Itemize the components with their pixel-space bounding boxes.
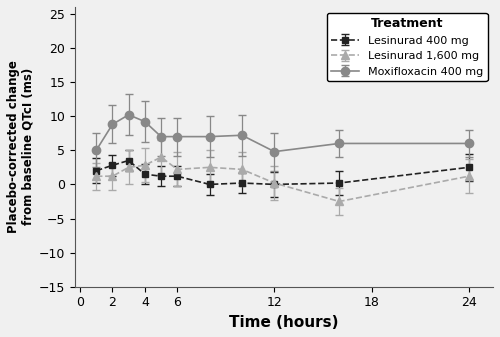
Legend: Lesinurad 400 mg, Lesinurad 1,600 mg, Moxifloxacin 400 mg: Lesinurad 400 mg, Lesinurad 1,600 mg, Mo… <box>326 12 488 81</box>
Y-axis label: Placebo-corrected change
from baseline QTcI (ms): Placebo-corrected change from baseline Q… <box>7 60 35 233</box>
X-axis label: Time (hours): Time (hours) <box>230 315 339 330</box>
